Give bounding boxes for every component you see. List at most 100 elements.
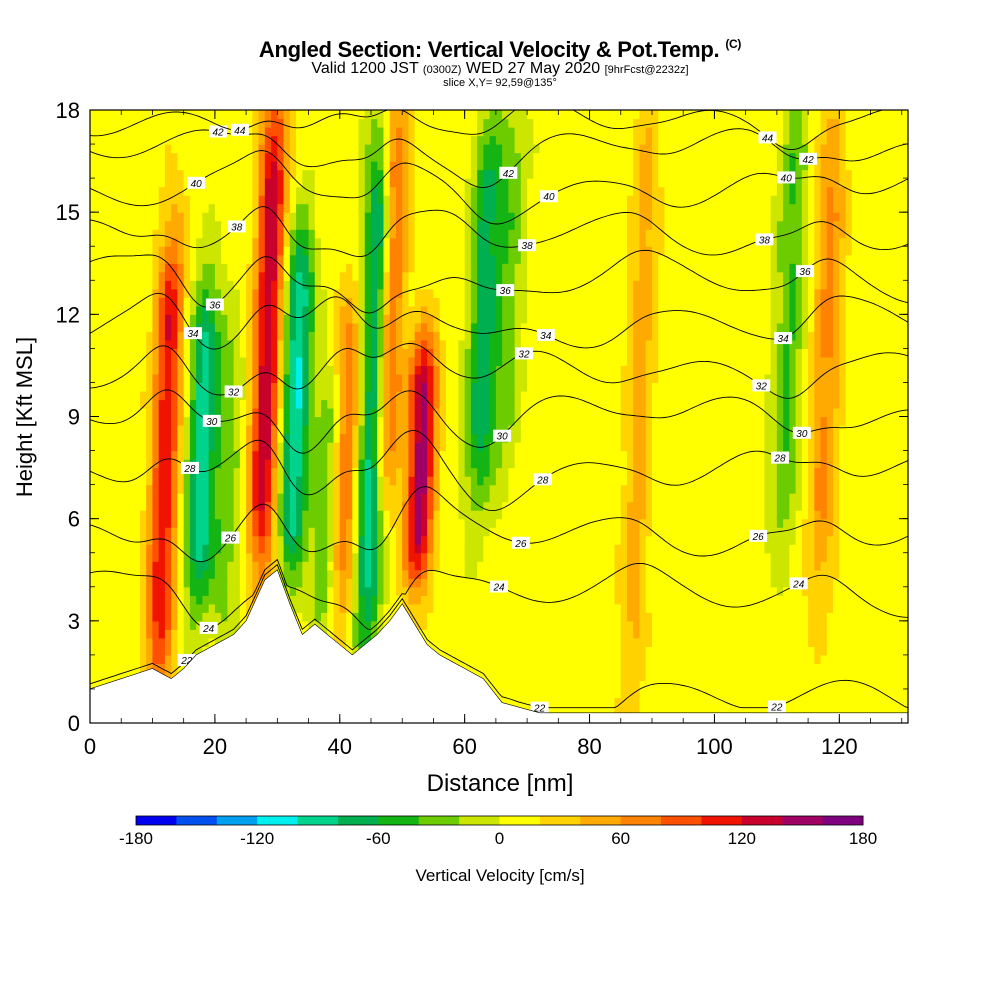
velocity-cell (321, 331, 328, 341)
velocity-cell (133, 527, 141, 537)
velocity-cell (177, 127, 185, 137)
velocity-cell (502, 416, 509, 426)
velocity-cell (427, 620, 435, 630)
velocity-cell (171, 425, 179, 435)
velocity-cell (314, 195, 322, 205)
velocity-cell (233, 484, 241, 494)
velocity-cell (302, 373, 310, 384)
velocity-cell (433, 254, 441, 264)
velocity-cell (246, 178, 253, 188)
velocity-cell (139, 220, 147, 230)
velocity-cell (402, 569, 410, 579)
velocity-cell (252, 288, 260, 298)
velocity-cell (96, 450, 104, 460)
velocity-cell (439, 280, 447, 290)
velocity-cell (152, 620, 160, 630)
velocity-cell (327, 161, 335, 171)
velocity-cell (420, 322, 428, 332)
velocity-cell (227, 237, 235, 247)
velocity-cell (183, 356, 191, 367)
velocity-cell (302, 510, 310, 520)
velocity-cell (246, 152, 253, 162)
velocity-cell (402, 322, 410, 332)
velocity-cell (208, 110, 216, 120)
velocity-cell (121, 246, 129, 256)
velocity-cell (433, 356, 441, 367)
velocity-cell (314, 280, 322, 290)
velocity-cell (489, 110, 497, 120)
velocity-cell (402, 178, 410, 188)
velocity-cell (264, 476, 272, 486)
velocity-cell (127, 297, 135, 307)
velocity-cell (452, 407, 460, 418)
velocity-cell (495, 314, 503, 324)
velocity-cell (277, 416, 285, 426)
velocity-cell (433, 501, 441, 511)
velocity-cell (289, 212, 297, 222)
velocity-cell (152, 442, 160, 452)
velocity-cell (121, 297, 129, 307)
velocity-cell (346, 416, 353, 426)
velocity-cell (495, 348, 503, 358)
velocity-cell (152, 152, 160, 162)
velocity-cell (377, 535, 385, 545)
velocity-cell (158, 339, 166, 349)
velocity-cell (502, 629, 509, 639)
velocity-cell (445, 212, 453, 222)
velocity-cell (102, 459, 110, 469)
velocity-cell (358, 127, 366, 137)
velocity-cell (227, 110, 235, 120)
velocity-cell (289, 110, 297, 120)
velocity-cell (302, 246, 310, 256)
velocity-cell (339, 220, 347, 230)
velocity-cell (139, 288, 147, 298)
velocity-cell (383, 603, 391, 613)
velocity-cell (439, 161, 447, 171)
velocity-cell (177, 220, 185, 230)
velocity-cell (239, 595, 247, 605)
velocity-cell (127, 118, 135, 128)
velocity-cell (208, 544, 216, 554)
velocity-cell (389, 459, 397, 469)
velocity-cell (452, 288, 460, 298)
velocity-cell (302, 178, 310, 188)
velocity-cell (302, 544, 310, 554)
velocity-cell (445, 595, 453, 605)
velocity-cell (164, 212, 172, 222)
velocity-cell (133, 578, 141, 588)
velocity-cell (364, 552, 372, 562)
velocity-cell (352, 110, 360, 120)
velocity-cell (146, 561, 154, 571)
velocity-cell (152, 127, 160, 137)
velocity-cell (439, 195, 447, 205)
velocity-cell (427, 118, 435, 128)
velocity-cell (302, 620, 310, 630)
velocity-cell (208, 254, 216, 264)
velocity-cell (264, 220, 272, 230)
velocity-cell (452, 416, 460, 426)
velocity-cell (102, 518, 110, 528)
velocity-cell (308, 288, 316, 298)
velocity-cell (246, 322, 253, 332)
velocity-cell (90, 322, 97, 332)
velocity-cell (114, 382, 122, 392)
velocity-cell (271, 246, 278, 256)
velocity-cell (196, 442, 203, 452)
velocity-cell (433, 637, 441, 647)
velocity-cell (121, 544, 129, 554)
velocity-cell (383, 578, 391, 588)
velocity-cell (283, 518, 291, 528)
velocity-cell (433, 263, 441, 273)
velocity-cell (389, 552, 397, 562)
velocity-cell (258, 484, 266, 494)
velocity-cell (346, 237, 353, 247)
velocity-cell (364, 331, 372, 341)
velocity-cell (158, 459, 166, 469)
velocity-cell (127, 637, 135, 647)
velocity-cell (171, 586, 179, 596)
velocity-cell (264, 280, 272, 290)
velocity-cell (402, 527, 410, 537)
velocity-cell (133, 450, 141, 460)
velocity-cell (283, 578, 291, 588)
velocity-cell (508, 663, 516, 673)
